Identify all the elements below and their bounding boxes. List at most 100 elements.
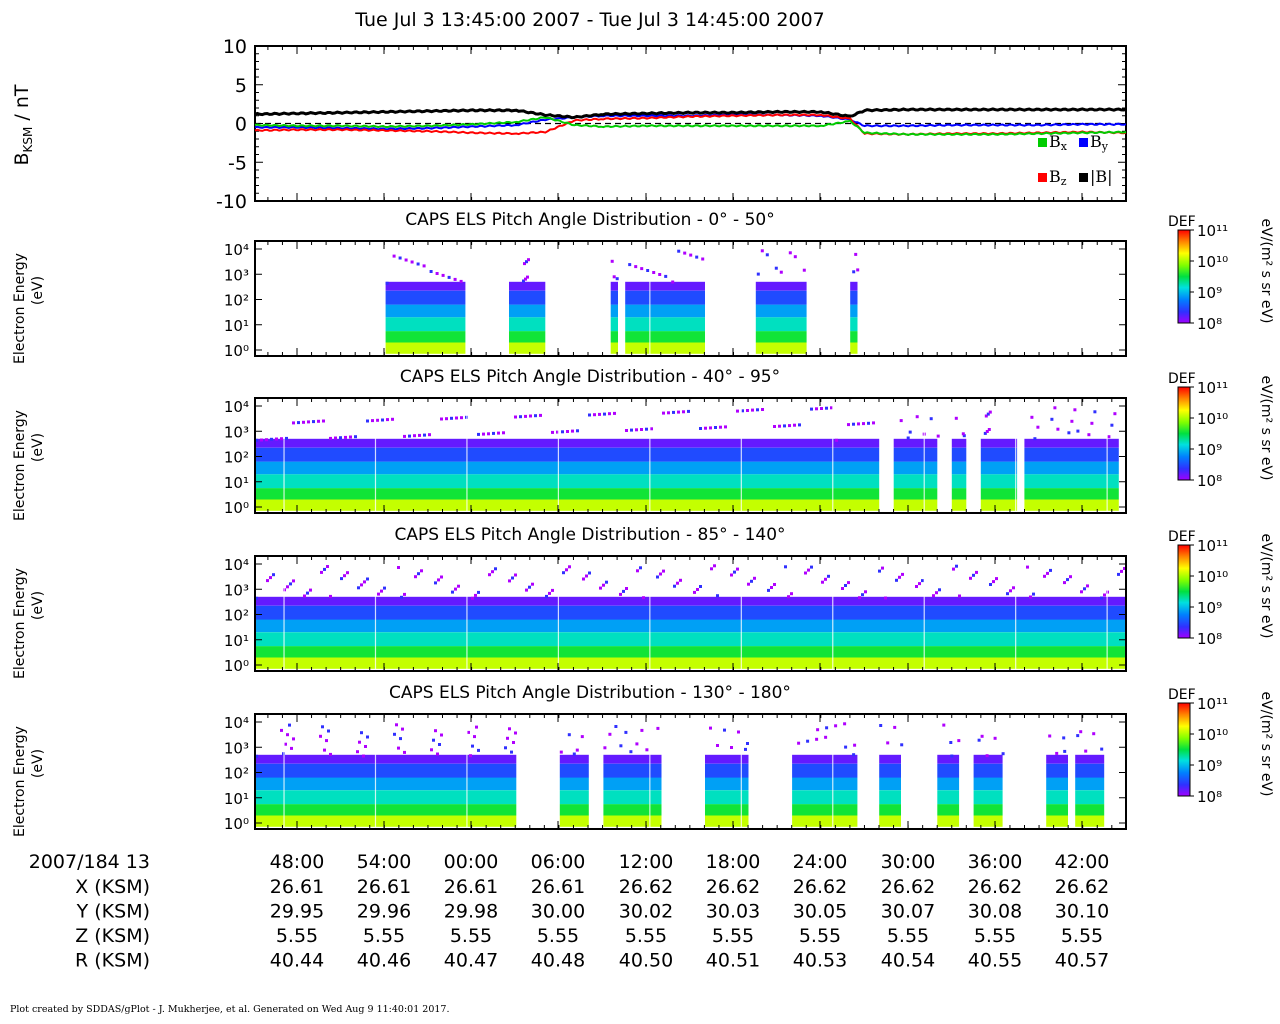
mag-ytick-label: 5 xyxy=(235,75,247,97)
spectrogram-band xyxy=(893,461,938,475)
noise-pixel xyxy=(969,576,972,580)
spectrogram-band xyxy=(1046,777,1068,791)
spectrogram-band xyxy=(255,461,880,475)
spectrogram-band xyxy=(1024,474,1119,489)
noise-pixel xyxy=(810,565,813,569)
spectrogram-band xyxy=(1075,815,1105,827)
noise-pixel xyxy=(397,746,400,750)
spectrogram-band xyxy=(973,754,1003,764)
noise-pixel xyxy=(323,748,326,752)
colorbar-label: DEF xyxy=(1168,371,1196,387)
noise-pixel xyxy=(360,583,363,587)
noise-pixel xyxy=(730,746,733,749)
spectrogram-band xyxy=(255,754,517,764)
spectrogram-band xyxy=(879,790,901,805)
noise-pixel xyxy=(1093,410,1097,414)
noise-pixel xyxy=(1006,592,1009,596)
noise-pixel xyxy=(420,569,423,573)
noise-pixel xyxy=(993,736,997,740)
colorbar-tick-label: 10⁸ xyxy=(1197,315,1222,333)
spectrogram-band xyxy=(509,317,546,332)
ephemeris-value: 30.00 xyxy=(531,901,585,923)
noise-pixel xyxy=(269,576,272,580)
mag-ytick-label: -5 xyxy=(228,152,247,174)
noise-pixel xyxy=(447,275,451,279)
spectrogram-band xyxy=(755,304,807,318)
ephemeris-value: 5.55 xyxy=(712,925,754,947)
noise-pixel xyxy=(531,582,534,586)
noise-pixel xyxy=(610,259,614,263)
spectrogram-band xyxy=(559,804,589,816)
spectrogram-band xyxy=(255,474,880,489)
spectrogram-band xyxy=(937,754,960,764)
noise-pixel xyxy=(957,739,961,743)
noise-pixel xyxy=(719,425,722,429)
noise-pixel xyxy=(334,436,337,440)
noise-pixel xyxy=(961,432,965,436)
noise-pixel xyxy=(774,266,778,270)
spectrogram-band xyxy=(893,499,938,511)
noise-pixel xyxy=(667,411,670,415)
noise-pixel xyxy=(656,726,660,730)
noise-pixel xyxy=(1103,593,1106,597)
spectrogram-band xyxy=(973,777,1003,791)
noise-pixel xyxy=(615,277,619,281)
noise-pixel xyxy=(502,431,505,435)
noise-pixel xyxy=(270,437,273,441)
noise-pixel xyxy=(750,579,753,583)
noise-pixel xyxy=(821,580,824,584)
colorbar-tick-label: 10¹⁰ xyxy=(1197,253,1228,271)
noise-pixel xyxy=(286,585,289,589)
noise-pixel xyxy=(704,426,707,430)
spectrogram-title: CAPS ELS Pitch Angle Distribution - 130°… xyxy=(389,683,791,703)
spectrogram-band xyxy=(603,754,662,764)
spectrogram-band xyxy=(792,790,858,805)
noise-pixel xyxy=(290,746,293,750)
noise-pixel xyxy=(551,588,554,592)
noise-pixel xyxy=(673,584,676,588)
spectrogram-band xyxy=(980,447,1018,462)
spectrogram-band xyxy=(255,619,1126,633)
noise-pixel xyxy=(635,742,639,746)
spectrogram-band xyxy=(255,790,517,805)
noise-pixel xyxy=(746,742,749,745)
noise-pixel xyxy=(255,596,258,600)
noise-pixel xyxy=(440,417,443,421)
spectrogram-band xyxy=(1046,815,1068,827)
noise-pixel xyxy=(327,729,330,733)
noise-pixel xyxy=(687,409,690,413)
spectrogram-band xyxy=(1075,777,1105,791)
noise-pixel xyxy=(1090,421,1094,425)
noise-pixel xyxy=(510,750,513,754)
noise-pixel xyxy=(793,423,796,427)
energy-tick-label: 10⁴ xyxy=(224,714,249,732)
spectrogram-band xyxy=(559,777,589,791)
ephemeris-value: 29.98 xyxy=(444,901,498,923)
noise-pixel xyxy=(881,566,884,570)
noise-pixel xyxy=(383,586,386,590)
energy-tick-label: 10¹ xyxy=(224,790,249,808)
noise-pixel xyxy=(857,422,860,426)
noise-pixel xyxy=(761,408,764,411)
noise-pixel xyxy=(329,436,332,440)
noise-pixel xyxy=(565,568,568,572)
colorbar-unit: eV/(m² s sr eV) xyxy=(1258,534,1274,639)
date-label: 2007/184 13 xyxy=(29,851,150,873)
noise-pixel xyxy=(862,422,865,426)
noise-pixel xyxy=(548,591,551,595)
noise-pixel xyxy=(329,752,332,756)
spectrogram-title: CAPS ELS Pitch Angle Distribution - 0° -… xyxy=(405,210,774,230)
spectrogram-frame xyxy=(254,555,1127,672)
noise-pixel xyxy=(339,436,342,440)
noise-pixel xyxy=(441,273,445,277)
noise-pixel xyxy=(900,743,904,747)
noise-pixel xyxy=(844,745,848,749)
spectrogram-band xyxy=(509,342,546,354)
energy-axis-label: Electron Energy xyxy=(12,253,28,364)
noise-pixel xyxy=(932,594,935,598)
noise-pixel xyxy=(457,584,460,588)
noise-pixel xyxy=(1001,752,1005,756)
noise-pixel xyxy=(713,564,716,568)
magnetic-field-panel: 10 5 0 -5 -10 BKSM / nT Bx By Bz |B| xyxy=(11,36,1127,213)
noise-pixel xyxy=(629,750,633,754)
